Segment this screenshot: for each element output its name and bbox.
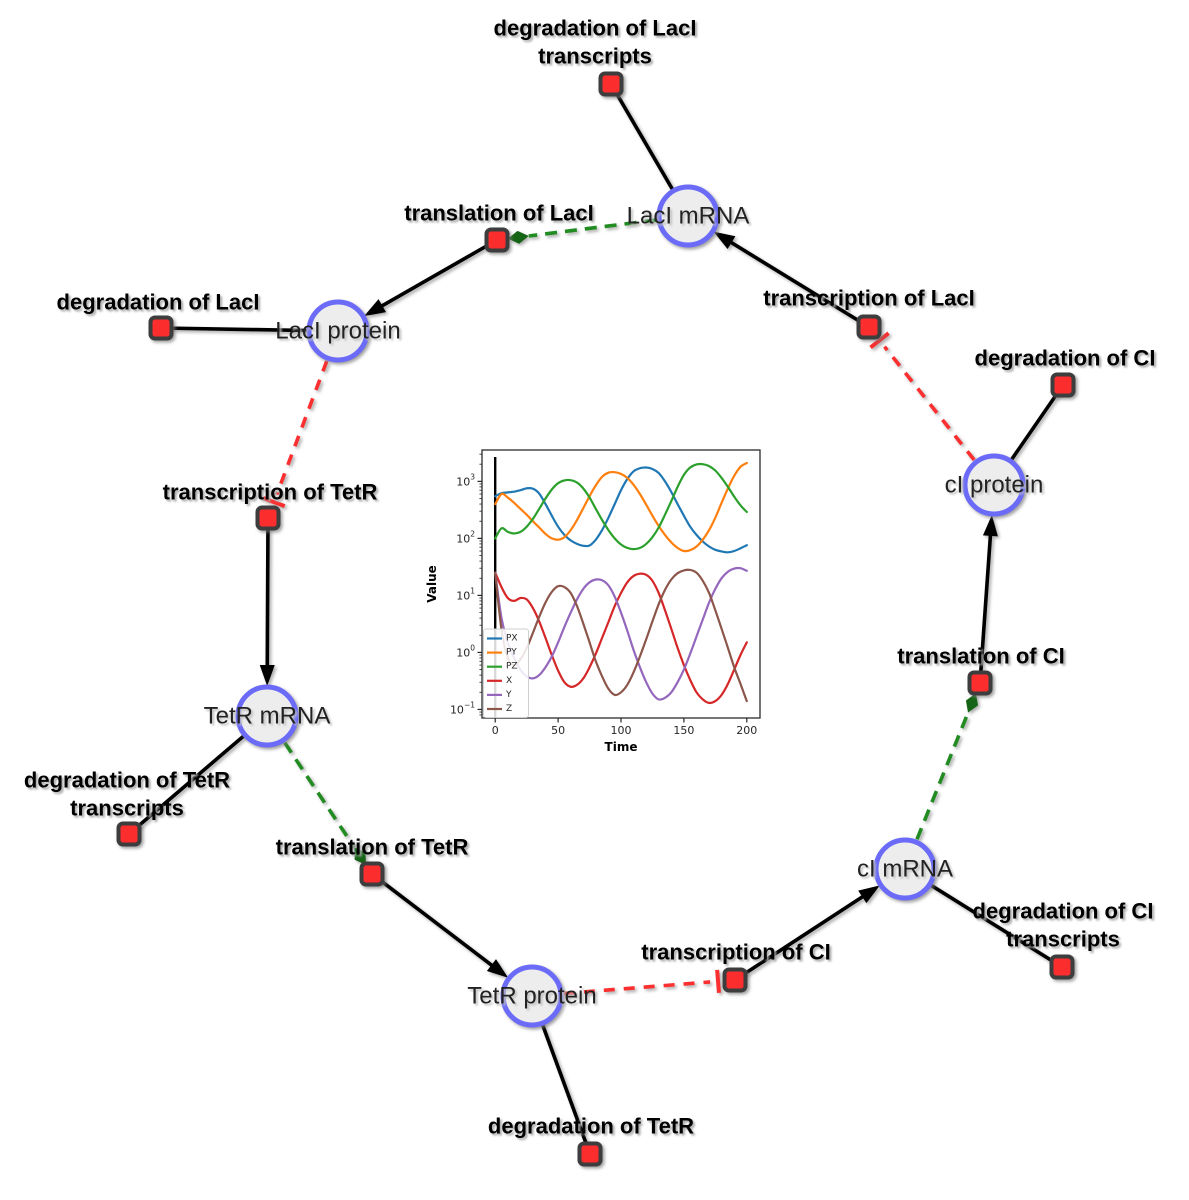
edge-translation-tetr-tetr-protein (370, 872, 498, 971)
edge-transcription-tetr-tetr-mrna-arrowhead (259, 664, 275, 687)
reaction-label-deg-tetr-transcripts: degradation of TetR transcripts (24, 768, 230, 821)
reaction-label-transcription-ci: transcription of CI (641, 940, 830, 965)
x-tick-label: 100 (611, 724, 632, 737)
timeseries-chart: 10−1 100 101 102 103 0 50 100 150 200 Time Value PX P… (425, 437, 770, 762)
series-layer (494, 461, 748, 705)
series-line-px (494, 466, 748, 554)
reaction-label-deg-laci-transcripts: degradation of LacI transcripts (494, 16, 697, 69)
reaction-node-deg-ci[interactable] (1050, 372, 1076, 398)
edge-ci-mrna-translation-ci-diamond-arrowhead (965, 693, 978, 713)
x-tick-label: 150 (673, 724, 694, 737)
edge-transcription-ci-ci-mrna (734, 892, 869, 982)
series-line-x (494, 571, 748, 705)
species-label-tetr-mrna: TetR mRNA (204, 703, 331, 730)
edge-transcription-laci-laci-mrna-arrowhead (713, 231, 736, 250)
reaction-node-deg-laci[interactable] (148, 315, 174, 341)
series-line-y (494, 566, 748, 701)
x-tick-label: 50 (551, 724, 565, 737)
reaction-label-deg-tetr: degradation of TetR (488, 1114, 694, 1139)
y-tick-label: 100 (456, 643, 475, 659)
reaction-label-translation-tetr: translation of TetR (276, 835, 469, 860)
x-tick-label: 0 (492, 724, 499, 737)
edge-transcription-ci-ci-mrna-arrowhead (858, 885, 880, 904)
reaction-label-deg-laci: degradation of LacI (57, 290, 260, 315)
reaction-label-translation-laci: translation of LacI (404, 201, 593, 226)
species-label-laci-protein: LacI protein (275, 318, 400, 345)
labels-layer: degradation of LacI transcripts translatio… (24, 16, 1156, 1139)
reaction-node-deg-ci-transcripts[interactable] (1049, 954, 1075, 980)
reaction-node-transcription-laci[interactable] (856, 314, 882, 340)
species-label-laci-mrna: LacI mRNA (627, 203, 750, 230)
edge-ci-protein-transcription-laci-tbar (869, 331, 890, 350)
legend-label-py: PY (506, 648, 517, 658)
series-line-z (494, 568, 748, 703)
reaction-label-transcription-tetr: transcription of TetR (163, 480, 378, 505)
reaction-label-deg-ci-transcripts: degradation of CI transcripts (973, 899, 1154, 952)
reaction-node-translation-laci[interactable] (484, 227, 510, 253)
edge-tetr-mrna-translation-tetr-diamond-arrowhead (354, 847, 366, 865)
edge-transcription-laci-laci-mrna (725, 237, 870, 329)
edge-ci-mrna-translation-ci (915, 712, 970, 840)
species-node-tetr-protein[interactable] (500, 964, 564, 1028)
reaction-node-translation-tetr[interactable] (359, 861, 385, 887)
edge-translation-ci-ci-protein-arrowhead (982, 514, 998, 537)
edge-translation-laci-laci-protein-arrowhead (364, 299, 386, 317)
x-tick-label: 200 (736, 724, 757, 737)
edge-transcription-tetr-tetr-mrna (265, 517, 270, 672)
edge-translation-ci-ci-protein (978, 529, 993, 684)
reaction-node-deg-tetr-transcripts[interactable] (116, 821, 142, 847)
y-tick-label: 103 (456, 472, 475, 488)
reaction-node-transcription-ci[interactable] (722, 967, 748, 993)
species-node-laci-protein[interactable] (306, 299, 370, 363)
species-node-ci-protein[interactable] (962, 453, 1026, 517)
y-axis-title: Value (425, 565, 439, 603)
species-label-ci-protein: cI protein (945, 472, 1044, 499)
edge-translation-laci-laci-protein (376, 238, 498, 311)
species-label-tetr-protein: TetR protein (467, 983, 596, 1010)
edge-ci-protein-transcription-laci (883, 345, 976, 462)
edge-tetr-mrna-translation-tetr (283, 741, 356, 849)
y-tick-label: 10−1 (450, 700, 475, 716)
reaction-label-deg-ci: degradation of CI (975, 346, 1156, 371)
edge-tetr-protein-transcription-ci-tbar (715, 969, 721, 993)
edge-translation-tetr-tetr-protein-arrowhead (486, 959, 509, 978)
y-tick-label: 101 (456, 586, 475, 602)
y-tick-label: 102 (456, 529, 475, 545)
series-line-pz (494, 462, 748, 551)
legend-label-px: PX (506, 634, 518, 644)
reaction-node-deg-laci-transcripts[interactable] (598, 71, 624, 97)
legend-label-z: Z (506, 704, 512, 714)
legend-label-x: X (506, 676, 512, 686)
edge-laci-mrna-translation-laci-diamond-arrowhead (507, 230, 529, 244)
edge-laci-protein-transcription-tetr (275, 360, 329, 496)
reaction-label-translation-ci: translation of CI (897, 644, 1064, 669)
edge-laci-mrna-translation-laci (528, 218, 657, 238)
series-line-py (494, 461, 748, 553)
nodes-layer (116, 71, 1076, 1167)
reaction-node-deg-tetr[interactable] (577, 1141, 603, 1167)
edge-laci-protein-transcription-tetr-tbar (262, 496, 286, 508)
x-axis-title: Time (605, 740, 638, 754)
reaction-label-transcription-laci: transcription of LacI (763, 286, 974, 311)
edge-tetr-protein-transcription-ci (563, 980, 711, 996)
species-node-laci-mrna[interactable] (656, 184, 720, 248)
legend-label-pz: PZ (506, 662, 518, 672)
species-node-ci-mrna[interactable] (873, 837, 937, 901)
species-label-ci-mrna: cI mRNA (857, 856, 953, 883)
species-node-tetr-mrna[interactable] (235, 684, 299, 748)
legend-label-y: Y (505, 690, 512, 700)
reaction-node-translation-ci[interactable] (967, 670, 993, 696)
reaction-node-transcription-tetr[interactable] (255, 505, 281, 531)
